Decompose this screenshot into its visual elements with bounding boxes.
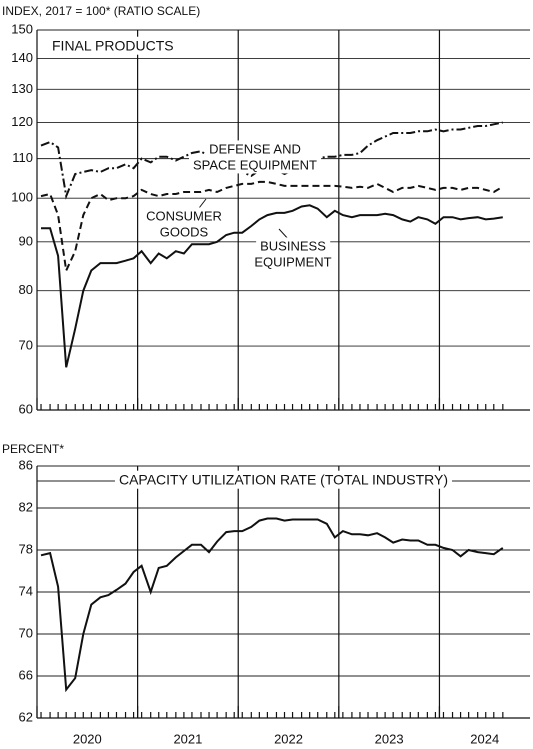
x-tick-label: 2024 [470,731,499,746]
y-tick-label: 150 [11,21,33,36]
y-tick-label: 110 [12,150,33,165]
y-tick-label: 120 [11,114,33,129]
series-annotation: BUSINESS [260,238,326,253]
y-tick-label: 74 [19,583,33,598]
label-background [142,207,226,225]
label-background [256,237,331,255]
y-tick-label: 86 [19,457,33,472]
y-tick-label: 70 [19,625,33,640]
series-annotation: SPACE EQUIPMENT [193,157,317,172]
series-annotation: DEFENSE AND [209,141,301,156]
label-background [205,140,305,158]
series-annotation: GOODS [160,224,209,239]
y-tick-label: 66 [19,667,33,682]
chart-title: FINAL PRODUCTS [52,38,174,54]
y-tick-label: 62 [19,709,33,724]
label-background [114,470,453,489]
label-background [48,36,178,55]
y-tick-label: 70 [19,338,33,353]
y-axis-label: PERCENT* [2,442,64,456]
y-tick-label: 78 [19,541,33,556]
label-background [188,156,322,174]
x-tick-label: 2021 [173,731,202,746]
label-background [250,253,336,271]
x-tick-label: 2022 [274,731,303,746]
chart-title: CAPACITY UTILIZATION RATE (TOTAL INDUSTR… [119,472,448,488]
label-background [155,223,213,241]
x-tick-label: 2023 [375,731,404,746]
y-tick-label: 80 [19,282,33,297]
series-line [40,517,504,693]
y-tick-label: 100 [11,190,33,205]
y-axis-label: INDEX, 2017 = 100* (RATIO SCALE) [2,4,200,18]
x-tick-label: 2020 [73,731,102,746]
series-line [40,180,504,274]
series-annotation: CONSUMER [146,208,222,223]
y-tick-label: 60 [19,401,33,416]
y-tick-label: 90 [19,233,33,248]
y-tick-label: 82 [19,499,33,514]
y-tick-label: 130 [11,81,33,96]
series-annotation: EQUIPMENT [254,254,331,269]
y-tick-label: 140 [11,50,33,65]
series-line [41,204,503,368]
